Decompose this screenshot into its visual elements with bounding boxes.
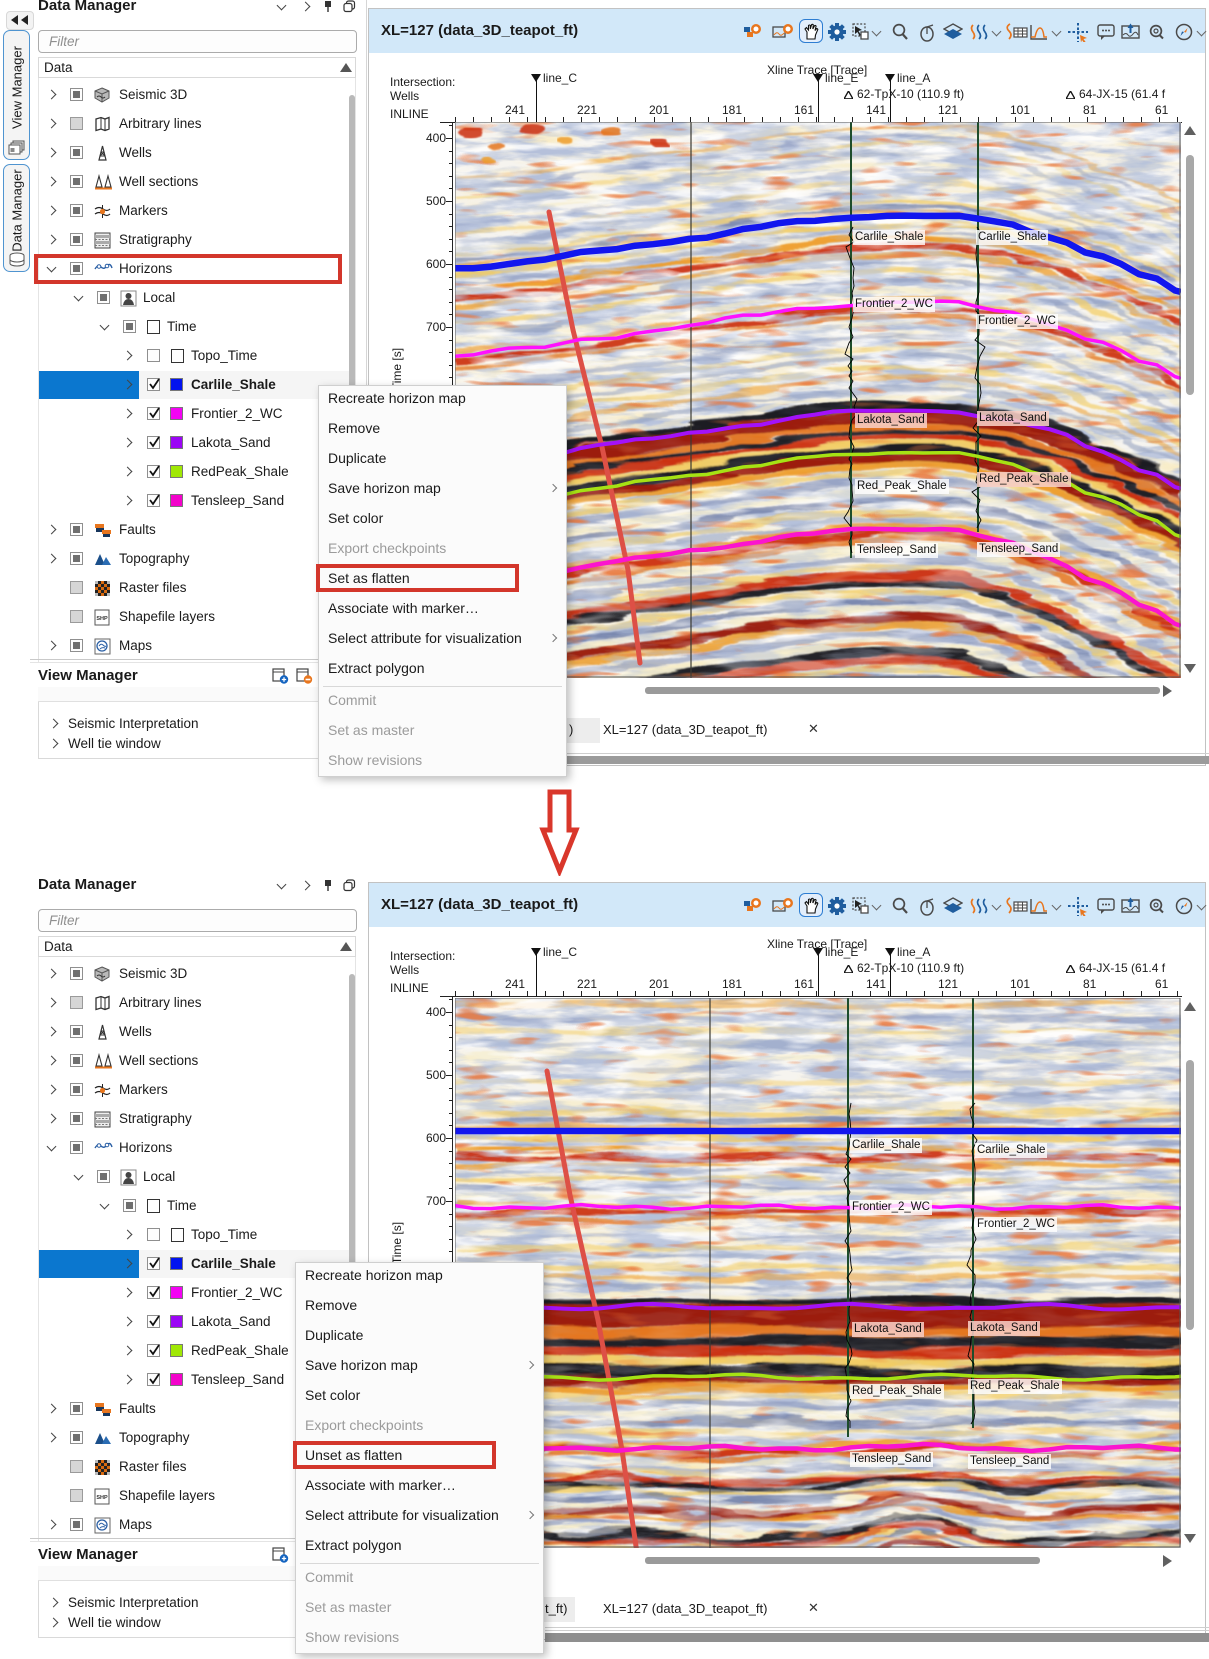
svg-text:SHP: SHP	[96, 1495, 108, 1501]
svg-text:SHP: SHP	[96, 616, 108, 622]
